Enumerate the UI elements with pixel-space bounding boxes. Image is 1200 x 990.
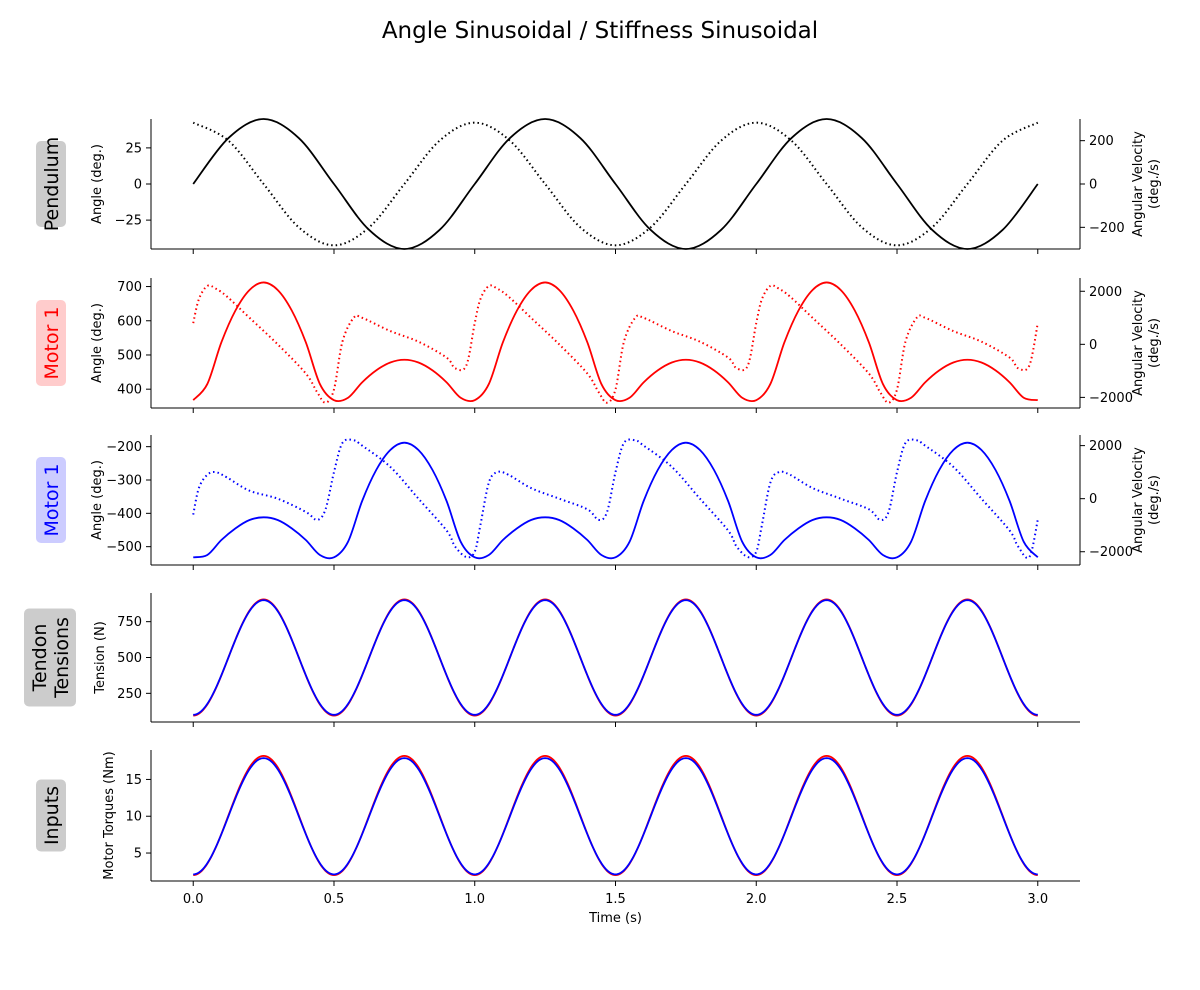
panel-5: 0.0 0.5 1.0 1.5 2.0 2.5 3.0 Time (s) 5 10 15 Motor … — [36, 750, 1080, 926]
row-label-line: Motor 1 — [41, 306, 63, 379]
row-label: Inputs — [41, 786, 63, 845]
y-tick-label: 500 — [117, 348, 142, 363]
y-tick-label: −25 — [115, 214, 142, 229]
series-line-tension-2 — [193, 599, 1038, 716]
row-label: Pendulum — [41, 137, 63, 231]
y-tick-label: −300 — [106, 474, 142, 489]
y-right-tick-label: 0 — [1089, 178, 1097, 193]
figure-title: Angle Sinusoidal / Stiffness Sinusoidal — [382, 18, 818, 44]
x-tick-label: 2.5 — [887, 892, 908, 907]
panel-3: −500 −400 −300 −200 −2000 0 2000 Angle (deg.) An… — [36, 435, 1162, 570]
x-tick-label: 0.5 — [324, 892, 345, 907]
y-tick-label: 0 — [134, 178, 142, 193]
y-right-tick-label: 0 — [1089, 492, 1097, 507]
y-right-axis-label-line: Angular Velocity — [1131, 447, 1146, 553]
y-axis-label: Angle (deg.) — [90, 460, 105, 540]
x-tick-label: 1.0 — [464, 892, 485, 907]
y-tick-label: 750 — [117, 615, 142, 630]
y-tick-label: −500 — [106, 540, 142, 555]
y-tick-label: 10 — [125, 810, 142, 825]
row-label: Motor 1 — [41, 463, 63, 536]
series-line-tension-1 — [193, 598, 1038, 717]
x-tick-label: 2.0 — [746, 892, 767, 907]
y-axis-label: Motor Torques (Nm) — [102, 751, 117, 879]
y-tick-label: 700 — [117, 280, 142, 295]
y-axis-label: Angle (deg.) — [90, 144, 105, 224]
y-tick-label: −200 — [106, 440, 142, 455]
y-tick-label: 400 — [117, 383, 142, 398]
row-label-line: Inputs — [41, 786, 63, 845]
row-label-badge — [36, 779, 66, 852]
y-right-tick-label: 2000 — [1089, 439, 1122, 454]
y-tick-label: 15 — [125, 773, 142, 788]
row-label-line: Pendulum — [41, 137, 63, 231]
row-label: TendonTensions — [29, 617, 73, 699]
series-line-angle — [192, 118, 1039, 250]
row-label-badge — [36, 457, 66, 543]
y-tick-label: 500 — [117, 651, 142, 666]
y-right-tick-label: 0 — [1089, 338, 1097, 353]
row-label-line: Tendon — [29, 624, 51, 693]
y-tick-label: 25 — [125, 141, 142, 156]
x-tick-label: 0.0 — [183, 892, 204, 907]
y-right-tick-label: −200 — [1089, 221, 1125, 236]
y-right-axis-label: Angular Velocity(deg./s) — [1131, 290, 1162, 396]
y-tick-label: −400 — [106, 507, 142, 522]
y-right-axis-label-line: (deg./s) — [1147, 318, 1162, 368]
row-label-badge — [36, 300, 66, 386]
y-right-axis-label: Angular Velocity(deg./s) — [1131, 131, 1162, 237]
y-right-tick-label: −2000 — [1089, 391, 1133, 406]
row-label: Motor 1 — [41, 306, 63, 379]
x-tick-label: 3.0 — [1027, 892, 1048, 907]
x-axis-label: Time (s) — [588, 911, 642, 926]
y-tick-label: 250 — [117, 687, 142, 702]
row-label-line: Tensions — [51, 617, 73, 699]
panel-1: −25 0 25 −200 0 200 Angle (deg.) Angular Veloci… — [36, 118, 1162, 254]
y-right-axis-label-line: (deg./s) — [1147, 475, 1162, 525]
series-line-torque-2 — [193, 757, 1038, 876]
y-tick-label: 5 — [134, 847, 142, 862]
panel-4: 250 500 750 Tension (N) TendonTensions — [24, 593, 1080, 727]
row-label-line: Motor 1 — [41, 463, 63, 536]
series-line-angular-velocity — [192, 438, 1039, 560]
y-right-axis-label-line: Angular Velocity — [1131, 290, 1146, 396]
y-right-axis-label-line: Angular Velocity — [1131, 131, 1146, 237]
y-right-axis-label-line: (deg./s) — [1147, 159, 1162, 209]
y-tick-label: 600 — [117, 314, 142, 329]
series-line-angle — [192, 281, 1038, 403]
series-line-angle — [193, 441, 1039, 560]
row-label-badge — [36, 141, 66, 227]
series-line-torque-1 — [193, 754, 1038, 877]
series-line-angular-velocity — [192, 121, 1039, 247]
row-label-badge — [24, 608, 76, 707]
y-right-tick-label: 200 — [1089, 134, 1114, 149]
y-right-tick-label: −2000 — [1089, 545, 1133, 560]
x-tick-label: 1.5 — [605, 892, 626, 907]
y-right-axis-label: Angular Velocity(deg./s) — [1131, 447, 1162, 553]
panel-2: 400 500 600 700 −2000 0 2000 Angle (deg.) Angula… — [36, 278, 1162, 413]
y-axis-label: Angle (deg.) — [90, 303, 105, 383]
y-right-tick-label: 2000 — [1089, 285, 1122, 300]
y-axis-label: Tension (N) — [93, 621, 108, 695]
